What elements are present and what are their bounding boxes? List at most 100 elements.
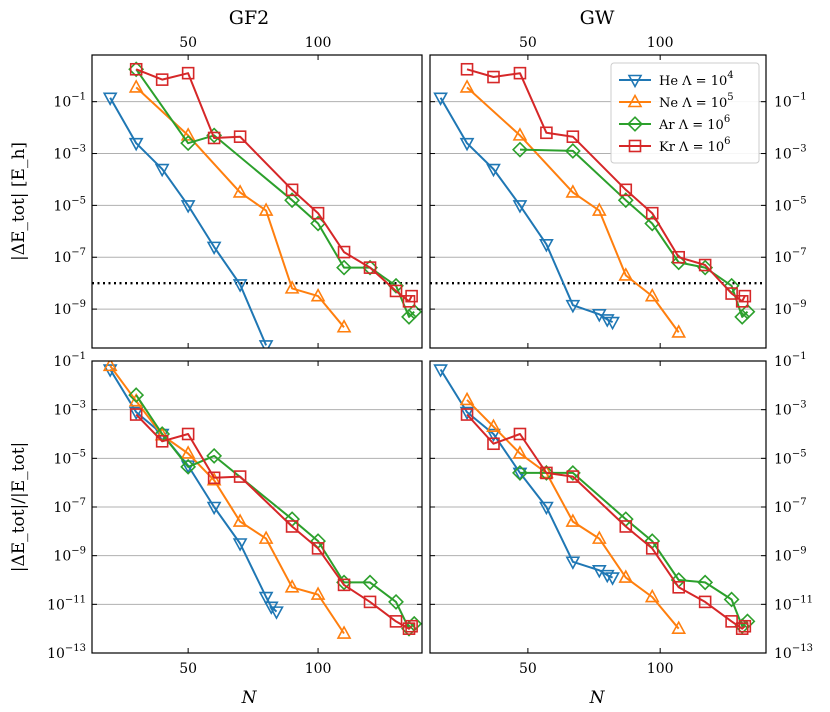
data-point-kr (540, 466, 553, 480)
data-point-kr (725, 287, 738, 300)
data-point-he (269, 606, 284, 620)
data-point-ar (512, 141, 528, 158)
data-point-ar (206, 447, 223, 464)
data-point-kr (155, 434, 169, 448)
data-point-kr (460, 62, 474, 76)
data-point-ne (258, 202, 274, 216)
data-point-ne (459, 79, 475, 93)
data-point-ne (591, 202, 607, 216)
data-point-he (486, 163, 501, 178)
legend-item-kr: Kr Λ = 106 (619, 136, 731, 155)
y-tick-label: 10−5 (53, 195, 86, 214)
data-point-ne (565, 184, 581, 198)
data-point-ar (697, 259, 714, 276)
data-point-kr (181, 427, 195, 441)
series-line-ne (466, 86, 680, 333)
data-point-ar (564, 143, 581, 159)
data-point-kr (181, 66, 195, 80)
y-tick-label: 10−7 (53, 247, 86, 266)
data-point-he (232, 538, 248, 552)
series-group (433, 364, 756, 635)
data-point-ne (671, 620, 687, 634)
series-line-he (439, 368, 614, 579)
data-point-kr (389, 284, 403, 298)
data-point-he (206, 241, 222, 256)
series-line-ar (135, 68, 415, 318)
data-point-he (565, 299, 581, 314)
data-point-ar (388, 593, 404, 610)
data-point-he (180, 200, 196, 214)
legend-swatch-marker (627, 93, 643, 108)
data-point-ne (310, 586, 326, 600)
legend-label: Kr Λ = 106 (659, 136, 731, 155)
data-point-ne (618, 569, 634, 583)
data-point-kr (698, 595, 712, 609)
data-point-he (599, 314, 615, 328)
data-point-kr (645, 206, 659, 220)
data-point-ar (739, 303, 756, 320)
data-point-kr (285, 520, 299, 533)
data-point-kr (285, 183, 299, 197)
data-point-ne (644, 588, 660, 603)
series-line-ar (519, 148, 749, 318)
y-tick-label: 10−7 (53, 497, 86, 516)
y-tick-label-right: 10−5 (774, 195, 807, 214)
data-point-ar (512, 465, 528, 481)
y-tick-label: 10−13 (47, 643, 86, 662)
data-point-ne (284, 280, 300, 294)
data-point-kr (129, 408, 143, 421)
xlabel-left: N (241, 688, 258, 708)
y-tick-label-right: 10−3 (774, 400, 807, 419)
y-tick-label: 10−1 (53, 351, 86, 370)
y-tick-label-right: 10−9 (774, 546, 807, 565)
data-point-he (232, 279, 248, 293)
column-title-gf2: GF2 (229, 7, 269, 29)
data-point-kr (698, 258, 712, 272)
data-point-ar (180, 135, 197, 152)
data-point-ne (512, 445, 528, 459)
data-point-ar (734, 308, 751, 325)
y-tick-label-right: 10−5 (774, 448, 807, 467)
y-tick-label-right: 10−3 (774, 144, 807, 163)
data-point-ar (401, 308, 417, 325)
data-point-ar (388, 277, 404, 294)
data-point-kr (487, 70, 500, 84)
legend-swatch-marker (627, 74, 643, 89)
y-tick-label: 10−5 (53, 448, 86, 467)
data-point-kr (738, 289, 752, 303)
data-point-he (102, 92, 118, 106)
data-point-he (605, 572, 620, 586)
data-point-ar (284, 192, 301, 209)
data-point-he (258, 591, 274, 606)
data-point-kr (487, 437, 500, 451)
panel-gw-row-2: 50 100 10−1 10−3 10−5 10−7 10−9 10−11 10−13 (429, 351, 813, 677)
series-group (433, 62, 756, 338)
y-tick-label: 10−9 (53, 299, 86, 318)
data-point-ne (459, 391, 475, 406)
series-line-he (109, 97, 268, 346)
series-group (102, 361, 422, 639)
data-point-he (599, 569, 615, 584)
data-point-ne (206, 472, 222, 486)
data-point-ar (180, 458, 197, 475)
data-point-kr (645, 542, 659, 555)
data-point-he (605, 316, 620, 331)
data-point-ar (336, 259, 352, 276)
data-point-ne (102, 361, 118, 372)
y-tick-label: 10−3 (53, 144, 86, 163)
data-point-ne (336, 625, 352, 639)
series-line-kr (135, 68, 413, 303)
data-point-he (206, 501, 222, 516)
data-point-ne (336, 319, 352, 333)
legend-item-ne: Ne Λ = 105 (619, 92, 734, 111)
y-tick-label-right: 10−13 (774, 643, 813, 662)
data-point-kr (337, 578, 351, 592)
data-point-he (565, 556, 581, 570)
data-point-kr (311, 542, 325, 555)
series-line-kr (466, 68, 746, 303)
top-x-tick-label: 50 (519, 35, 537, 51)
data-point-he (512, 467, 528, 482)
legend-label: Ne Λ = 105 (659, 92, 734, 111)
data-point-he (128, 406, 144, 421)
